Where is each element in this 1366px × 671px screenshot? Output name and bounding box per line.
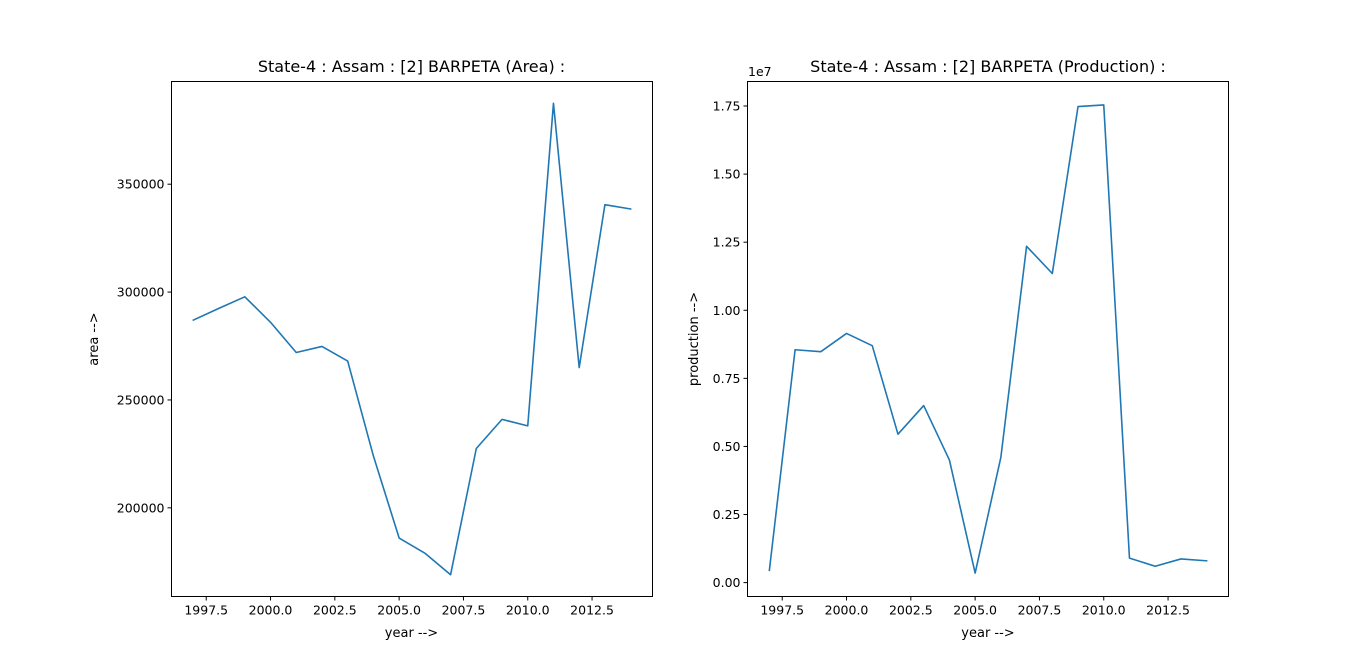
area-chart-ytick-label: 200000 [117,500,165,515]
production-chart-xtick-label: 2005.0 [953,603,997,618]
production-chart-plot-area [768,104,1208,574]
production-chart-series-line [768,104,1208,574]
production-chart-ytick-label: 0.75 [713,371,741,386]
production-chart-ytick-label: 0.50 [713,439,741,454]
area-chart: State-4 : Assam : [2] BARPETA (Area) : y… [87,57,653,641]
production-chart-xtick-label: 1997.5 [760,603,804,618]
area-chart-ylabel: area --> [87,312,102,365]
production-chart-ticks: 1997.5 2000.0 2002.5 2005.0 2007.5 2010.0 2012… [713,99,1190,618]
area-chart-ytick-label: 350000 [117,177,165,192]
production-chart-ytick-label: 1.25 [713,235,741,250]
area-chart-xtick-label: 2010.0 [506,603,550,618]
area-chart-xtick-label: 2000.0 [249,603,293,618]
area-chart-series-line [192,102,632,576]
production-chart: State-4 : Assam : [2] BARPETA (Productio… [687,57,1229,641]
area-chart-xtick-label: 1997.5 [184,603,228,618]
production-chart-xtick-label: 2002.5 [889,603,933,618]
area-chart-plot-area [192,102,632,576]
production-chart-ytick-label: 1.00 [713,303,741,318]
production-chart-xlabel: year --> [961,626,1014,641]
area-chart-xlabel: year --> [385,626,438,641]
area-chart-frame [171,81,653,597]
area-chart-xtick-label: 2005.0 [377,603,421,618]
area-chart-ytick-label: 250000 [117,392,165,407]
production-chart-ylabel: production --> [687,292,702,386]
area-chart-ticks: 1997.5 2000.0 2002.5 2005.0 2007.5 2010.0 2012… [117,177,614,618]
production-chart-xtick-label: 2012.5 [1146,603,1190,618]
production-chart-offset-text: 1e7 [748,64,772,79]
area-chart-ytick-label: 300000 [117,285,165,300]
production-chart-frame [747,81,1229,597]
production-chart-xtick-label: 2010.0 [1082,603,1126,618]
area-chart-xtick-label: 2007.5 [442,603,486,618]
production-chart-title: State-4 : Assam : [2] BARPETA (Productio… [810,57,1166,76]
area-chart-xtick-label: 2002.5 [313,603,357,618]
production-chart-ytick-label: 0.25 [713,507,741,522]
area-chart-xtick-label: 2012.5 [570,603,614,618]
production-chart-xtick-label: 2000.0 [825,603,869,618]
area-chart-title: State-4 : Assam : [2] BARPETA (Area) : [258,57,565,76]
production-chart-ytick-label: 0.00 [713,575,741,590]
production-chart-ytick-label: 1.50 [713,167,741,182]
production-chart-ytick-label: 1.75 [713,99,741,114]
production-chart-xtick-label: 2007.5 [1018,603,1062,618]
